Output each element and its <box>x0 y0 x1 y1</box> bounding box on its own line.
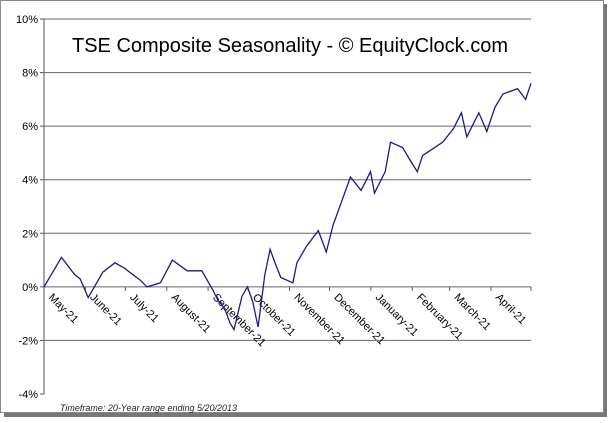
y-tick-label: 8% <box>22 68 38 80</box>
y-tick-label: -4% <box>18 389 38 401</box>
chart-frame <box>0 0 604 413</box>
y-tick-label: -2% <box>18 335 38 347</box>
y-tick-label: 2% <box>22 228 38 240</box>
y-tick-label: 0% <box>22 282 38 294</box>
y-tick-label: 4% <box>22 175 38 187</box>
y-tick-label: 10% <box>16 14 38 26</box>
series-line <box>43 83 532 332</box>
y-tick-label: 6% <box>22 121 38 133</box>
footnote: Timeframe: 20-Year range ending 5/20/201… <box>60 403 237 413</box>
chart-title: TSE Composite Seasonality - © EquityCloc… <box>72 35 508 57</box>
